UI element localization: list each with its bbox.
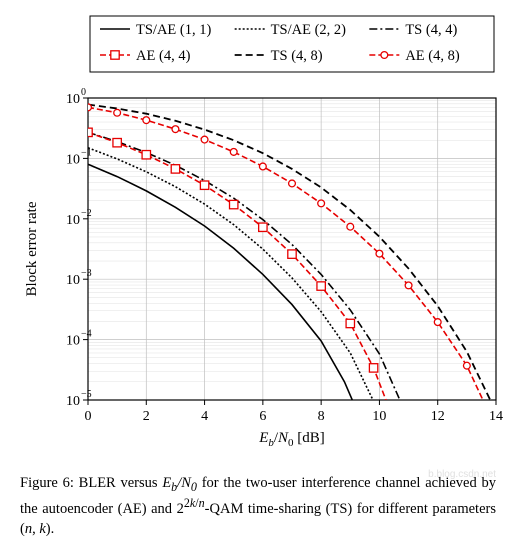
svg-text:10: 10 [66,273,80,288]
svg-text:14: 14 [489,409,503,424]
chart-container: 0246810121410010−110−210−310−410−5Eb/N0 … [10,10,506,470]
caption-pre: BLER versus [74,475,162,491]
legend-item-s3: TS (4, 4) [405,22,457,38]
svg-text:−2: −2 [81,208,92,219]
svg-text:−5: −5 [81,389,92,400]
svg-text:12: 12 [431,409,445,424]
svg-text:10: 10 [66,334,80,349]
caption-math-nk: (n, k) [20,521,51,537]
legend-item-s2: TS/AE (2, 2) [271,22,347,38]
svg-text:−3: −3 [81,268,92,279]
svg-text:0: 0 [81,87,86,98]
caption-math-ebn0: Eb/N0 [162,475,197,491]
svg-text:10: 10 [66,152,80,167]
legend-item-s4: AE (4, 4) [136,48,191,64]
legend-item-s1: TS/AE (1, 1) [136,22,212,38]
watermark: b.blog.csdn.net [428,469,496,480]
svg-text:10: 10 [372,409,386,424]
svg-text:10: 10 [66,394,80,409]
svg-text:6: 6 [259,409,266,424]
caption-post: . [51,521,55,537]
caption-math-qam: 22k/n [177,501,205,517]
y-axis-label: Block error rate [24,201,40,296]
legend-item-s5: TS (4, 8) [271,48,323,64]
svg-text:4: 4 [201,409,208,424]
svg-text:8: 8 [318,409,325,424]
svg-text:−1: −1 [81,147,92,158]
legend-item-s6: AE (4, 8) [405,48,460,64]
svg-text:0: 0 [85,409,92,424]
svg-text:−4: −4 [81,329,92,340]
caption-mid2: -QAM time-sharing (TS) for different par… [205,501,496,517]
svg-text:10: 10 [66,213,80,228]
bler-chart: 0246810121410010−110−210−310−410−5Eb/N0 … [10,10,506,460]
figure-caption: Figure 6: BLER versus Eb/N0 for the two-… [10,470,506,539]
svg-text:2: 2 [143,409,150,424]
x-axis-label: Eb/N0 [dB] [258,430,325,449]
caption-figlabel: Figure 6: [20,475,74,491]
svg-text:10: 10 [66,92,80,107]
